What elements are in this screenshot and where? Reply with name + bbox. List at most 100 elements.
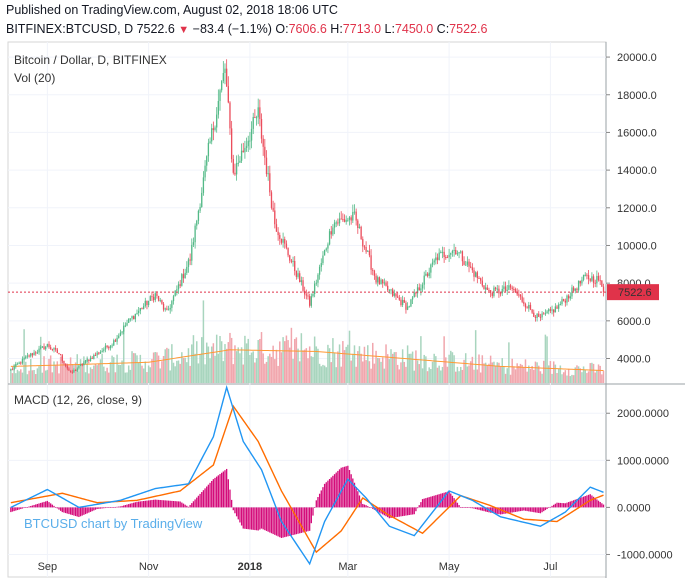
macd-hist-bar <box>169 500 171 508</box>
macd-hist-bar <box>79 507 82 517</box>
volume-bar <box>240 347 243 383</box>
macd-hist-bar <box>363 504 366 508</box>
candle-body <box>534 316 537 319</box>
time-tick-label: 2018 <box>238 561 262 573</box>
candle-body <box>506 289 508 291</box>
volume-bar <box>217 353 220 383</box>
macd-hist-bar <box>217 475 220 508</box>
candle-body <box>503 286 505 289</box>
last-price: 7522.6 <box>136 22 175 36</box>
candle-body <box>445 256 447 258</box>
candle-body <box>146 300 148 306</box>
candle-body <box>295 270 298 277</box>
volume-bar <box>493 361 495 383</box>
volume-bar <box>254 362 256 383</box>
macd-hist-bar <box>455 500 457 508</box>
macd-hist-bar <box>448 491 450 508</box>
candle-body <box>572 287 575 291</box>
macd-hist-bar <box>166 500 168 508</box>
volume-bar <box>468 365 470 383</box>
macd-hist-bar <box>489 507 492 513</box>
volume-bar <box>318 363 321 383</box>
candle-body <box>108 347 110 349</box>
macd-hist-bar <box>576 499 578 508</box>
volume-bar <box>317 348 319 383</box>
candle-body <box>229 102 231 129</box>
macd-hist-bar <box>546 507 548 510</box>
candle-body <box>478 277 480 279</box>
candle-body <box>121 331 123 333</box>
macd-hist-bar <box>206 486 208 508</box>
volume-bar <box>78 371 80 383</box>
candle-body <box>338 218 341 224</box>
volume-bar <box>531 365 533 383</box>
candle-body <box>411 297 414 300</box>
macd-hist-bar <box>50 503 52 508</box>
volume-bar <box>513 366 515 383</box>
volume-bar <box>39 336 42 383</box>
volume-bar <box>36 368 39 383</box>
volume-bar <box>340 366 342 383</box>
volume-bar <box>599 365 601 383</box>
macd-hist-bar <box>327 480 329 508</box>
candle-body <box>416 287 419 294</box>
volume-legend: Vol (20) <box>14 71 55 85</box>
candle-body <box>405 302 407 310</box>
volume-bar <box>355 366 357 383</box>
volume-bar <box>596 370 598 383</box>
macd-hist-bar <box>234 507 236 514</box>
volume-bar <box>541 373 543 383</box>
volume-bar <box>370 368 372 383</box>
volume-bar <box>104 371 107 383</box>
candle-body <box>403 299 405 303</box>
volume-bar <box>327 344 329 383</box>
candle-body <box>343 219 346 222</box>
volume-bar <box>209 358 211 383</box>
candle-body <box>136 312 138 314</box>
candlesticks[interactable] <box>10 59 605 374</box>
macd-hist-bar <box>45 501 47 508</box>
candle-body <box>202 177 205 193</box>
volume-bar <box>455 371 457 383</box>
candle-body <box>232 159 234 173</box>
volume-bar <box>367 345 369 383</box>
volume-bar <box>237 347 240 383</box>
candle-body <box>222 72 224 82</box>
volume-bar <box>229 332 231 383</box>
close-value: 7522.6 <box>449 22 488 36</box>
volume-bar <box>108 372 110 383</box>
macd-hist-bar <box>285 507 288 537</box>
volume-bar <box>518 365 520 383</box>
candle-body <box>118 335 120 338</box>
macd-hist-bar <box>499 507 502 515</box>
volume-bar <box>350 360 352 383</box>
candle-body <box>504 286 507 291</box>
candle-body <box>494 287 497 289</box>
macd-tick-label: 2000.0000 <box>617 408 669 420</box>
candle-body <box>587 275 590 280</box>
volume-bar <box>443 336 445 383</box>
volume-bar <box>101 353 103 383</box>
volume-bar <box>557 368 560 383</box>
macd-hist-bar <box>322 487 324 508</box>
volume-bar <box>430 368 432 383</box>
macd-hist-bar <box>277 507 279 537</box>
candle-body <box>473 270 475 277</box>
candle-body <box>179 284 181 286</box>
candle-body <box>78 365 80 369</box>
macd-hist-bar <box>538 507 540 513</box>
candle-body <box>558 304 560 309</box>
volume-bar <box>197 363 200 383</box>
candle-body <box>353 211 356 213</box>
volume-bar <box>496 362 499 383</box>
candle-body <box>378 277 381 285</box>
volume-bar <box>245 343 248 383</box>
volume-bar <box>416 360 419 383</box>
volume-bar <box>320 366 323 383</box>
macd-hist-bar <box>579 497 581 508</box>
last-price-label: 7522.6 <box>618 287 652 299</box>
volume-bar <box>464 353 467 383</box>
volume-bar <box>391 353 394 383</box>
volume-bar <box>146 372 148 383</box>
